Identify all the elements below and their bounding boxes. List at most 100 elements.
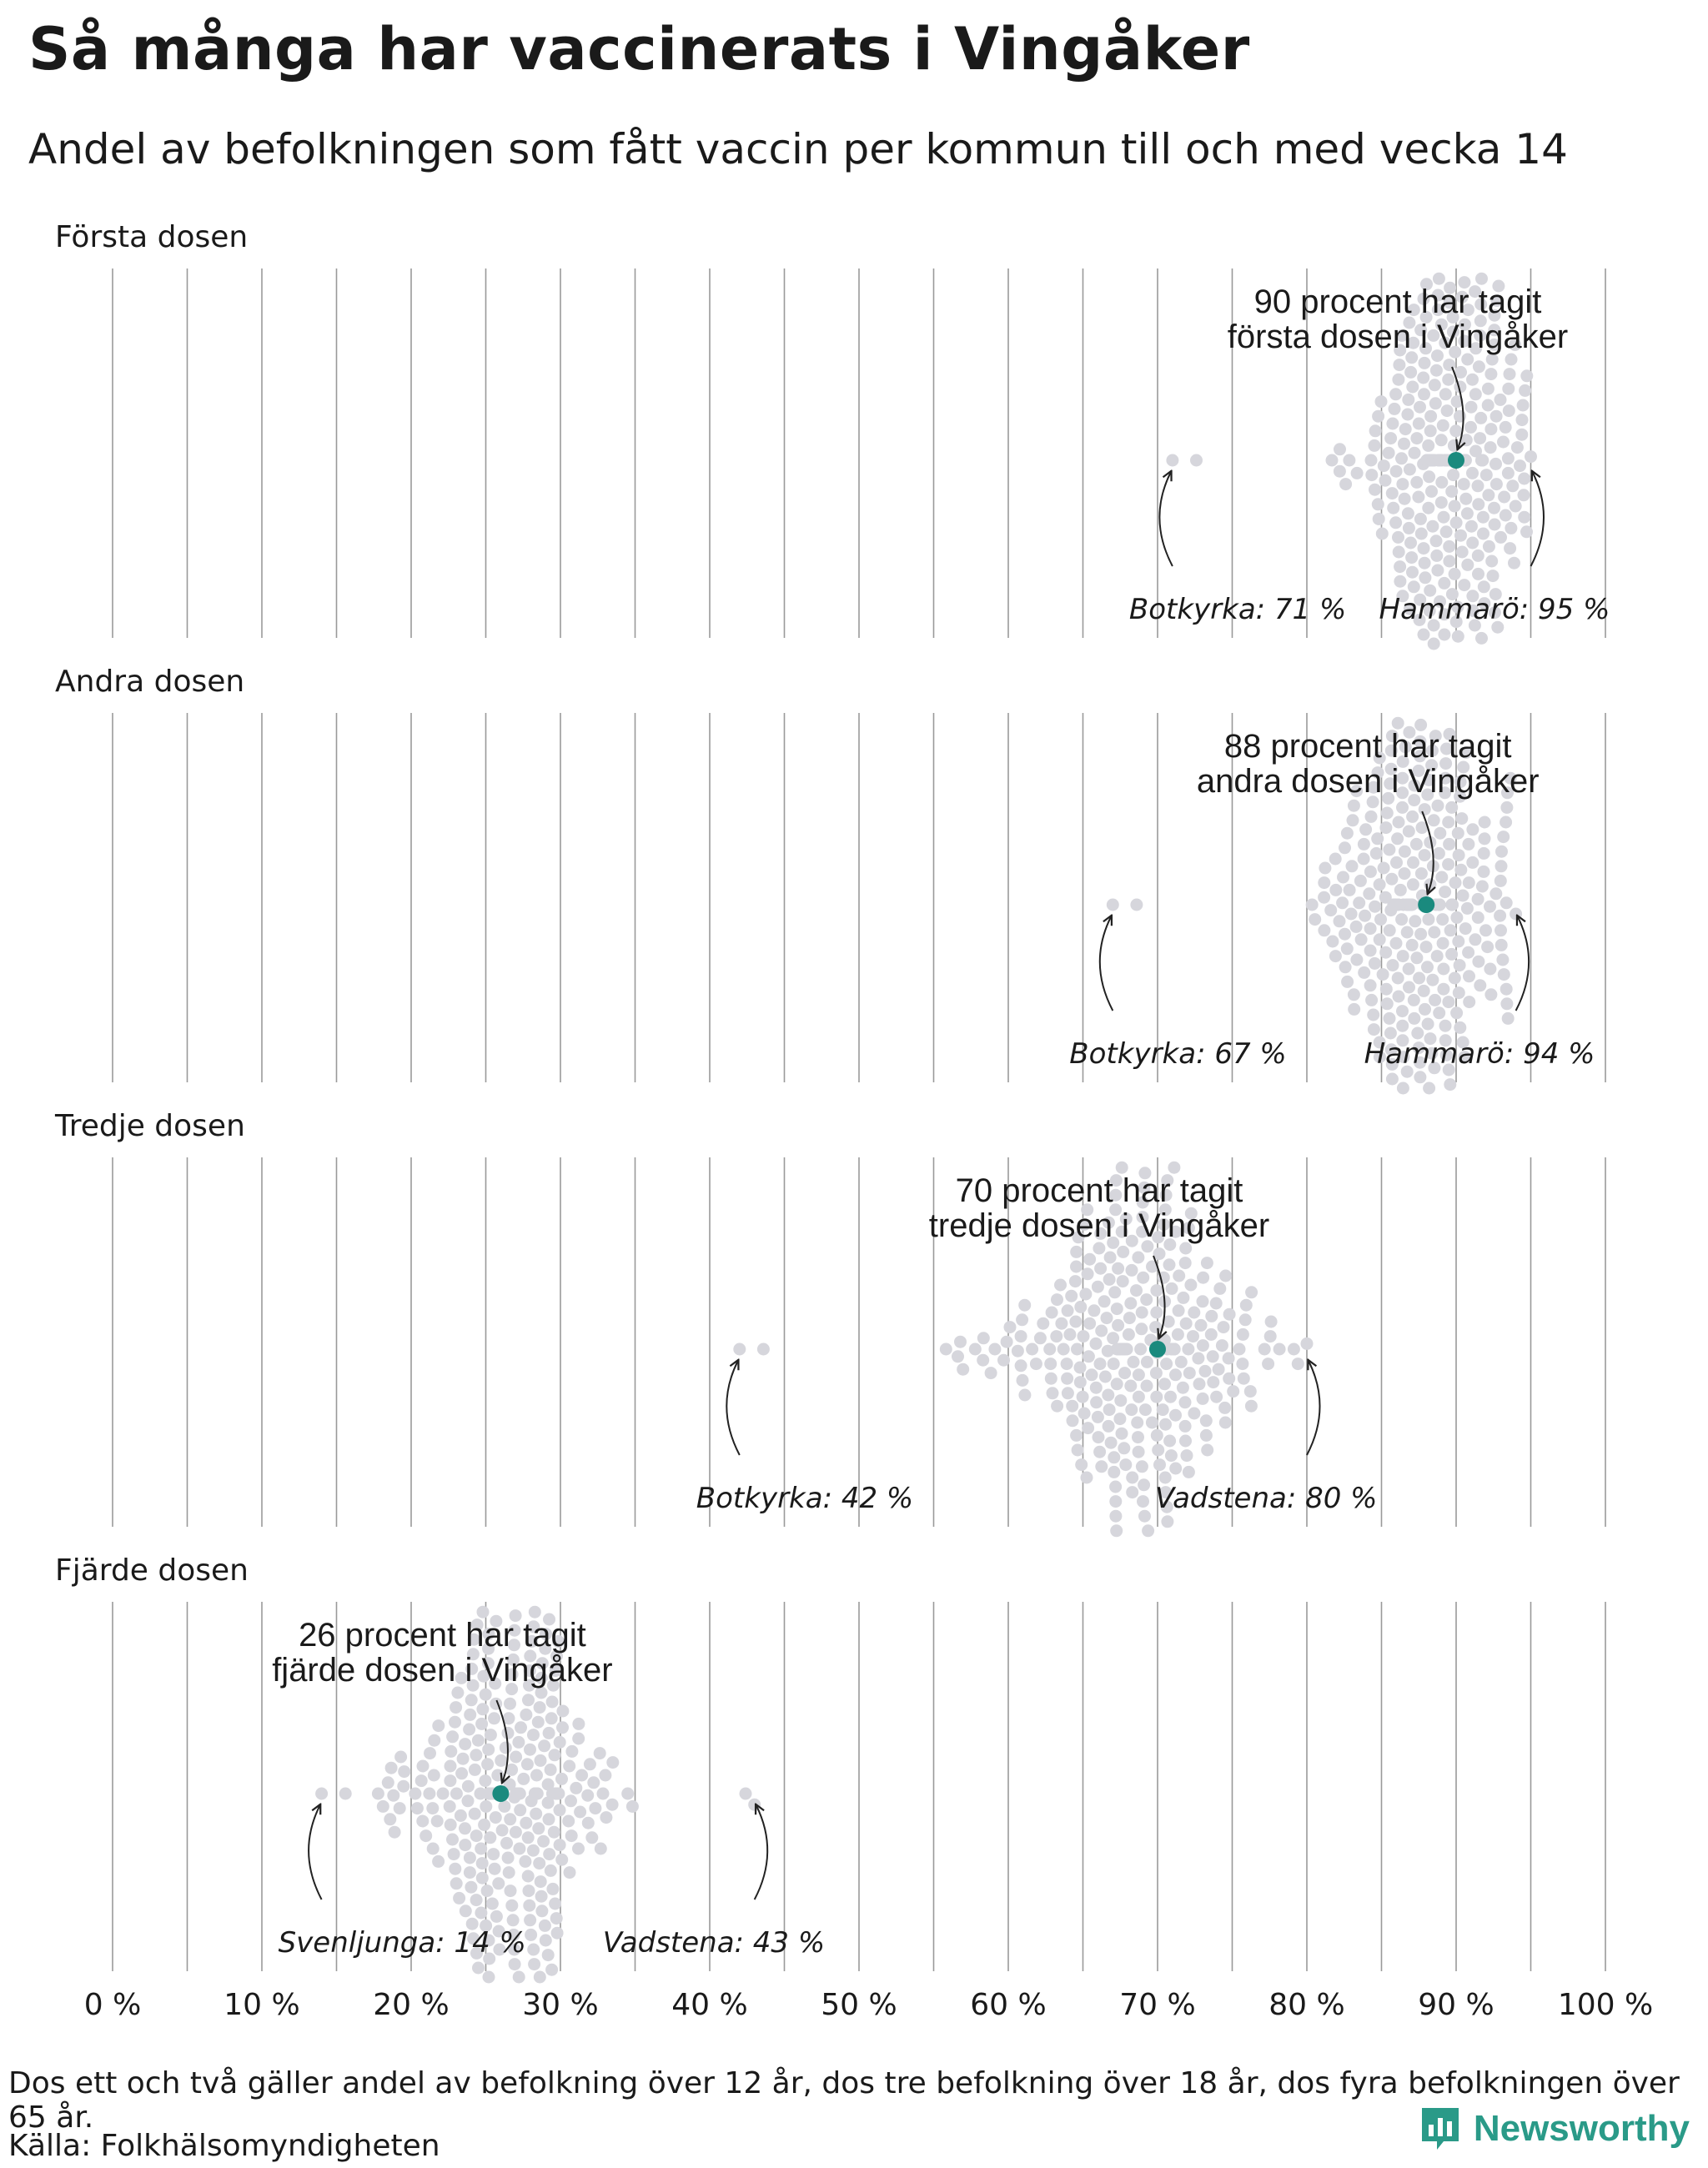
municipality-dot	[1142, 1524, 1155, 1538]
municipality-dot	[1384, 744, 1398, 757]
municipality-dot	[544, 1763, 557, 1776]
municipality-dot	[1238, 1313, 1252, 1327]
dots-group	[1106, 716, 1523, 1095]
municipality-dot	[1117, 1245, 1130, 1258]
municipality-dot	[1439, 1019, 1452, 1032]
municipality-dot	[1469, 342, 1483, 355]
municipality-dot	[1152, 1231, 1165, 1244]
municipality-dot	[1071, 1443, 1084, 1457]
municipality-dot	[498, 1799, 511, 1813]
municipality-dot	[1481, 382, 1494, 395]
municipality-dot	[1374, 913, 1387, 926]
municipality-dot	[1422, 913, 1435, 926]
municipality-dot	[1462, 837, 1475, 851]
municipality-dot	[428, 1734, 441, 1747]
municipality-dot	[1510, 907, 1523, 921]
municipality-dot	[1188, 1306, 1201, 1319]
municipality-dot	[1389, 388, 1403, 401]
municipality-dot	[1501, 786, 1514, 800]
municipality-dot	[1196, 1392, 1209, 1405]
municipality-dot	[1446, 310, 1459, 324]
municipality-dot	[426, 1802, 440, 1815]
municipality-dot	[1502, 382, 1515, 395]
municipality-dot	[472, 1961, 485, 1975]
municipality-dot	[1083, 1317, 1097, 1330]
municipality-dot	[1474, 298, 1488, 311]
municipality-dot	[1161, 1515, 1174, 1528]
municipality-dot	[1103, 1403, 1116, 1417]
highlight-dot	[1448, 452, 1464, 469]
municipality-dot	[1403, 602, 1416, 615]
municipality-dot	[1080, 1471, 1093, 1484]
municipality-dot	[528, 1605, 541, 1618]
municipality-dot	[625, 1799, 639, 1813]
municipality-dot	[1406, 565, 1419, 579]
municipality-dot	[1239, 1298, 1253, 1312]
municipality-dot	[1158, 1217, 1170, 1231]
municipality-dot	[1329, 950, 1342, 963]
municipality-dot	[1373, 1051, 1386, 1064]
municipality-dot	[1132, 1431, 1144, 1444]
municipality-dot	[1164, 1449, 1178, 1463]
municipality-dot	[1469, 388, 1482, 401]
municipality-dot	[1418, 388, 1430, 401]
municipality-dot	[521, 1869, 535, 1883]
municipality-dot	[1365, 469, 1379, 482]
municipality-dot	[1138, 1403, 1152, 1417]
municipality-dot	[1401, 507, 1414, 520]
municipality-dot	[574, 1805, 587, 1819]
municipality-dot	[419, 1829, 433, 1843]
municipality-dot	[1433, 898, 1446, 911]
municipality-dot	[470, 1946, 483, 1960]
municipality-dot	[478, 1818, 491, 1831]
municipality-dot	[1379, 474, 1392, 487]
municipality-dot	[1273, 1342, 1286, 1356]
municipality-dot	[572, 1842, 585, 1855]
municipality-dot	[1200, 1257, 1213, 1270]
municipality-dot	[1110, 1378, 1123, 1391]
municipality-dot	[1451, 826, 1464, 840]
municipality-dot	[1427, 637, 1440, 650]
municipality-dot	[540, 1628, 552, 1641]
municipality-dot	[1458, 1051, 1471, 1064]
municipality-dot	[1510, 441, 1524, 454]
municipality-dot	[1446, 325, 1459, 339]
municipality-dot	[1399, 740, 1412, 754]
municipality-dot	[1183, 1367, 1196, 1380]
municipality-dot	[1472, 955, 1485, 968]
municipality-dot	[1196, 1339, 1209, 1352]
municipality-dot	[1069, 1315, 1083, 1328]
municipality-dot	[1160, 1500, 1173, 1513]
municipality-dot	[1454, 775, 1467, 789]
municipality-dot	[1443, 837, 1456, 851]
municipality-dot	[1350, 953, 1364, 966]
min-arrow	[1098, 916, 1114, 1011]
municipality-dot	[1093, 1358, 1107, 1371]
municipality-dot	[1454, 365, 1467, 379]
municipality-dot	[550, 1649, 563, 1663]
municipality-dot	[1219, 1269, 1233, 1282]
municipality-dot	[1418, 803, 1431, 816]
municipality-dot	[523, 1679, 535, 1692]
max-arrow	[1530, 472, 1545, 567]
municipality-dot	[446, 1730, 460, 1744]
municipality-dot	[1212, 1363, 1225, 1376]
municipality-dot	[508, 1623, 521, 1637]
highlight-dot	[1418, 896, 1435, 913]
municipality-dot	[470, 1829, 483, 1843]
municipality-dot	[1431, 289, 1444, 302]
municipality-dot	[1198, 1364, 1212, 1378]
municipality-dot	[547, 1825, 560, 1839]
municipality-dot	[1177, 1291, 1190, 1304]
municipality-dot	[1193, 1378, 1206, 1391]
municipality-dot	[538, 1739, 551, 1753]
municipality-dot	[1082, 1350, 1095, 1363]
municipality-dot	[957, 1363, 970, 1376]
municipality-dot	[490, 1614, 503, 1628]
municipality-dot	[1243, 1385, 1257, 1398]
municipality-dot	[1112, 1318, 1125, 1332]
municipality-dot	[1450, 1006, 1464, 1020]
municipality-dot	[1373, 878, 1386, 891]
municipality-dot	[1394, 344, 1407, 357]
municipality-dot	[1442, 996, 1455, 1009]
